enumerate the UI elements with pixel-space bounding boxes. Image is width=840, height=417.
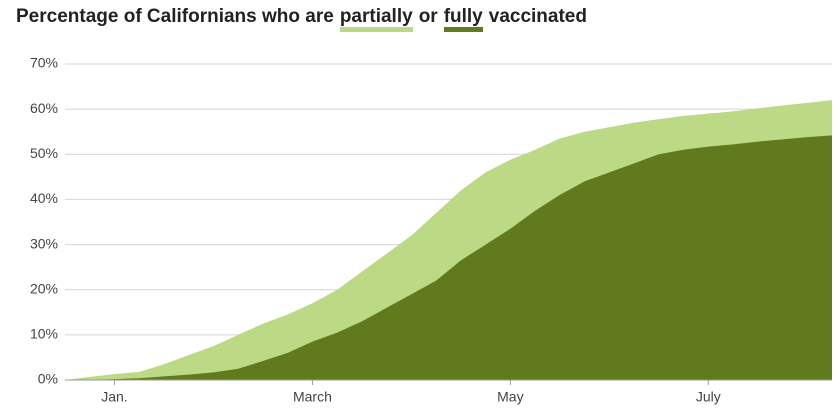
y-tick-label: 0% (38, 371, 58, 387)
area (65, 135, 832, 380)
x-tick-label: March (293, 389, 332, 405)
legend-entry: partially (339, 6, 413, 32)
title-text: Percentage of Californians who are (16, 6, 334, 27)
y-tick-label: 50% (30, 145, 58, 161)
y-tick-label: 60% (30, 100, 58, 116)
x-tick-label: Jan. (101, 389, 127, 405)
y-tick-label: 10% (30, 326, 58, 342)
y-tick-label: 40% (30, 190, 58, 206)
x-tick-label: May (497, 389, 523, 405)
title-text: vaccinated (488, 6, 587, 27)
y-tick-label: 70% (30, 55, 58, 71)
y-tick-label: 30% (30, 235, 58, 251)
y-tick-label: 20% (30, 280, 58, 296)
legend-entry: fully (443, 6, 483, 32)
x-tick-label: July (696, 389, 721, 405)
title-text: or (418, 6, 438, 27)
chart-title: Percentage of Californians who are partia… (16, 6, 593, 32)
